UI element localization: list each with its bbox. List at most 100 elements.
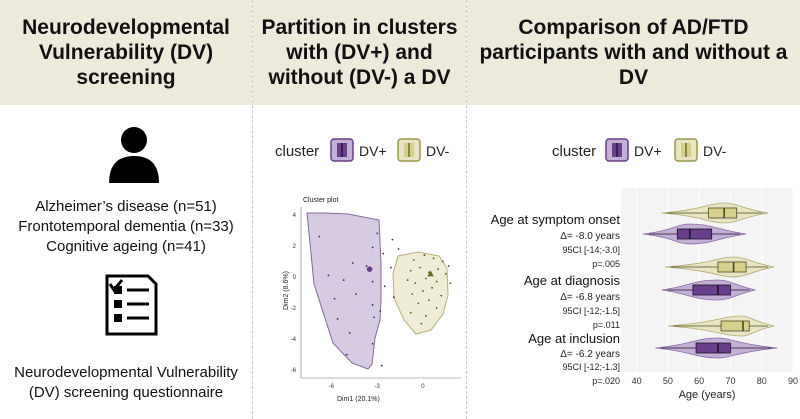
cluster-point <box>354 293 357 295</box>
violin-x-tick: 90 <box>788 376 798 386</box>
violin-x-tick: 60 <box>694 376 704 386</box>
cluster-x-tick: 0 <box>421 384 425 390</box>
cluster-point <box>383 285 386 288</box>
cluster-point <box>423 254 426 257</box>
row-label-inclusion: Age at inclusion <box>528 331 620 346</box>
cluster-figure: cluster DV+ DV- Cluster plot -6 -3 0420-2-… <box>275 138 461 403</box>
cluster-point <box>382 252 385 255</box>
cluster-point <box>444 272 447 275</box>
screening-icons <box>105 127 159 336</box>
cluster-x-tick: -6 <box>329 384 335 390</box>
cluster-point <box>333 297 336 300</box>
violin-x-tick: 80 <box>757 376 767 386</box>
clusters-title: Partition in clusters with (DV+) and wit… <box>261 16 458 89</box>
cluster-point <box>449 282 452 285</box>
dvplus-centroid <box>366 266 373 272</box>
violin-box <box>708 207 738 219</box>
cluster-point <box>391 238 394 241</box>
legend-dvminus-label: DV- <box>426 143 450 159</box>
screening-panel: Neurodevelopmental Vulnerability (DV) sc… <box>0 0 252 419</box>
cluster-y-tick: -4 <box>291 337 297 343</box>
cluster-point <box>373 316 376 319</box>
row-ci-diagnosis: 95CI [-12;-1.5] <box>562 306 620 316</box>
group-ftd: Frontotemporal dementia (n=33) <box>18 218 234 235</box>
panel-separator-1 <box>252 0 253 419</box>
cluster-point <box>437 268 440 271</box>
cluster-point <box>345 353 348 356</box>
violin-x-tick: 50 <box>663 376 673 386</box>
row-delta-diagnosis: Δ= -6.8 years <box>560 292 620 303</box>
cluster-x-tick: -3 <box>375 384 381 390</box>
cluster-point <box>425 314 427 317</box>
cluster-point <box>318 235 321 238</box>
cluster-point <box>414 282 417 285</box>
questionnaire-line-2: (DV) screening questionnaire <box>28 384 224 401</box>
checklist-icon <box>105 274 158 336</box>
panel-separator-2 <box>466 0 467 419</box>
cluster-y-tick: 4 <box>293 213 297 219</box>
dvminus-centroid <box>427 270 434 277</box>
cluster-point <box>393 296 395 299</box>
row-p-diagnosis: p=.011 <box>593 320 620 330</box>
screening-title: Neurodevelopmental Vulnerability (DV) sc… <box>22 16 230 89</box>
cluster-point <box>379 310 382 313</box>
violin-box <box>717 261 747 273</box>
violin-x-tick: 70 <box>725 376 735 386</box>
violin-box <box>695 342 731 354</box>
cluster-point <box>397 248 400 250</box>
cluster-y-tick: 0 <box>293 275 297 281</box>
cluster-plot-marks <box>318 232 452 367</box>
cluster-plot-axes: -6 -3 0 4 2 0 -2 -4 -6 <box>291 207 461 390</box>
cluster-point <box>435 307 438 309</box>
cluster-point <box>440 294 443 297</box>
cluster-y-tick: 2 <box>293 244 297 250</box>
row-p-symptom-onset: p=.005 <box>592 259 620 269</box>
cluster-point <box>409 269 412 272</box>
person-icon <box>109 127 159 183</box>
row-p-inclusion: p=.020 <box>592 376 620 386</box>
clusters-panel: Partition in clusters with (DV+) and wit… <box>253 0 466 419</box>
dvminus-cluster-hull <box>392 251 449 335</box>
row-label-diagnosis: Age at diagnosis <box>524 273 621 288</box>
cluster-point <box>327 274 330 277</box>
cluster-point <box>447 265 450 267</box>
cluster-legend-title: cluster <box>275 143 319 160</box>
cluster-point <box>435 280 438 283</box>
dvplus-cluster-hull <box>306 212 382 370</box>
cluster-point <box>431 286 433 289</box>
cluster-point <box>418 266 421 269</box>
cluster-y-tick: -2 <box>291 306 297 312</box>
violin-x-label: Age (years) <box>679 389 736 401</box>
comparison-title: Comparison of AD/FTD participants with a… <box>479 16 788 89</box>
cluster-y-label: Dim2 (8.6%) <box>283 271 290 310</box>
group-cognitive-ageing: Cognitive ageing (n=41) <box>46 238 206 255</box>
legend-dvplus-key <box>605 138 629 162</box>
clusters-header: Partition in clusters with (DV+) and wit… <box>253 0 466 105</box>
cluster-point <box>336 318 339 320</box>
cluster-point <box>425 277 427 280</box>
violin-legend-title: cluster <box>552 143 596 160</box>
cluster-x-label: Dim1 (20.1%) <box>337 396 380 403</box>
row-ci-inclusion: 95CI [-12;-1.3] <box>562 362 620 372</box>
row-label-symptom-onset: Age at symptom onset <box>491 212 621 227</box>
legend-dvminus-key <box>397 138 421 162</box>
cluster-point <box>411 293 414 295</box>
cluster-point <box>371 280 374 283</box>
cluster-point <box>342 279 345 281</box>
row-ci-symptom-onset: 95CI [-14;-3.0] <box>562 245 620 255</box>
violin-box <box>720 320 750 332</box>
comparison-panel: Comparison of AD/FTD participants with a… <box>467 0 800 419</box>
violin-box <box>692 284 731 296</box>
cluster-point <box>441 260 444 263</box>
cluster-point <box>371 304 374 306</box>
legend-dvminus-key <box>674 138 698 162</box>
cluster-point <box>409 311 412 314</box>
legend-dvplus-label: DV+ <box>359 143 387 159</box>
cluster-point <box>406 279 409 281</box>
cluster-point <box>412 258 415 261</box>
legend-dvminus-label: DV- <box>703 143 727 159</box>
screening-header: Neurodevelopmental Vulnerability (DV) sc… <box>0 0 252 105</box>
legend-dvplus-label: DV+ <box>634 143 662 159</box>
cluster-point <box>365 265 368 267</box>
cluster-point <box>428 299 430 302</box>
